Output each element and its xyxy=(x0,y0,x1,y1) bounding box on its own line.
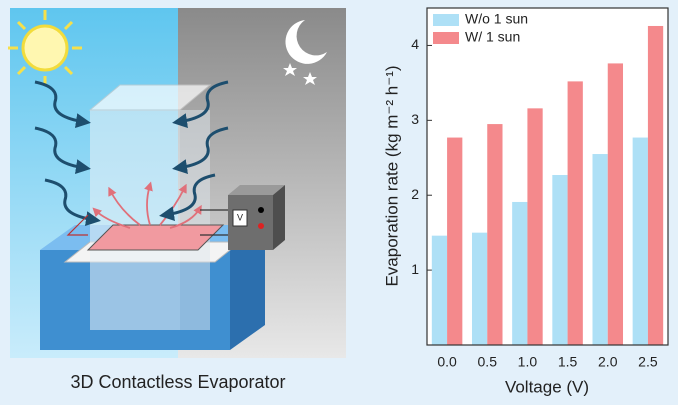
x-tick-label: 1.0 xyxy=(518,354,538,370)
legend-swatch xyxy=(433,32,459,44)
y-tick-label: 2 xyxy=(411,186,419,202)
plot-area xyxy=(427,8,668,345)
x-tick-label: 2.0 xyxy=(598,354,618,370)
svg-text:V: V xyxy=(237,212,243,222)
y-tick-label: 1 xyxy=(411,261,419,277)
caption: 3D Contactless Evaporator xyxy=(70,372,285,392)
bar xyxy=(471,232,488,345)
bar xyxy=(567,81,583,345)
plot-frame xyxy=(426,7,669,346)
x-tick-label: 1.5 xyxy=(558,354,578,370)
bar xyxy=(512,201,528,345)
x-tick-label: 2.5 xyxy=(638,354,658,370)
bar xyxy=(647,25,664,346)
legend-label: W/ 1 sun xyxy=(465,29,520,45)
x-tick-label: 0.5 xyxy=(478,354,498,370)
y-axis-label: Evaporation rate (kg m⁻² h⁻¹) xyxy=(382,65,401,286)
bar xyxy=(592,154,608,345)
illustration: V xyxy=(8,8,346,358)
bar xyxy=(552,175,568,345)
legend-swatch xyxy=(433,14,459,26)
bar xyxy=(607,63,624,345)
x-tick-label: 0.0 xyxy=(437,354,457,370)
x-axis-label: Voltage (V) xyxy=(505,377,589,396)
legend-label: W/o 1 sun xyxy=(465,11,528,27)
y-tick-label: 3 xyxy=(411,111,419,127)
bar xyxy=(431,235,448,345)
bar xyxy=(487,124,503,345)
bar xyxy=(447,137,463,345)
bar xyxy=(527,108,543,346)
bar xyxy=(632,137,648,345)
y-tick-label: 4 xyxy=(411,36,419,52)
